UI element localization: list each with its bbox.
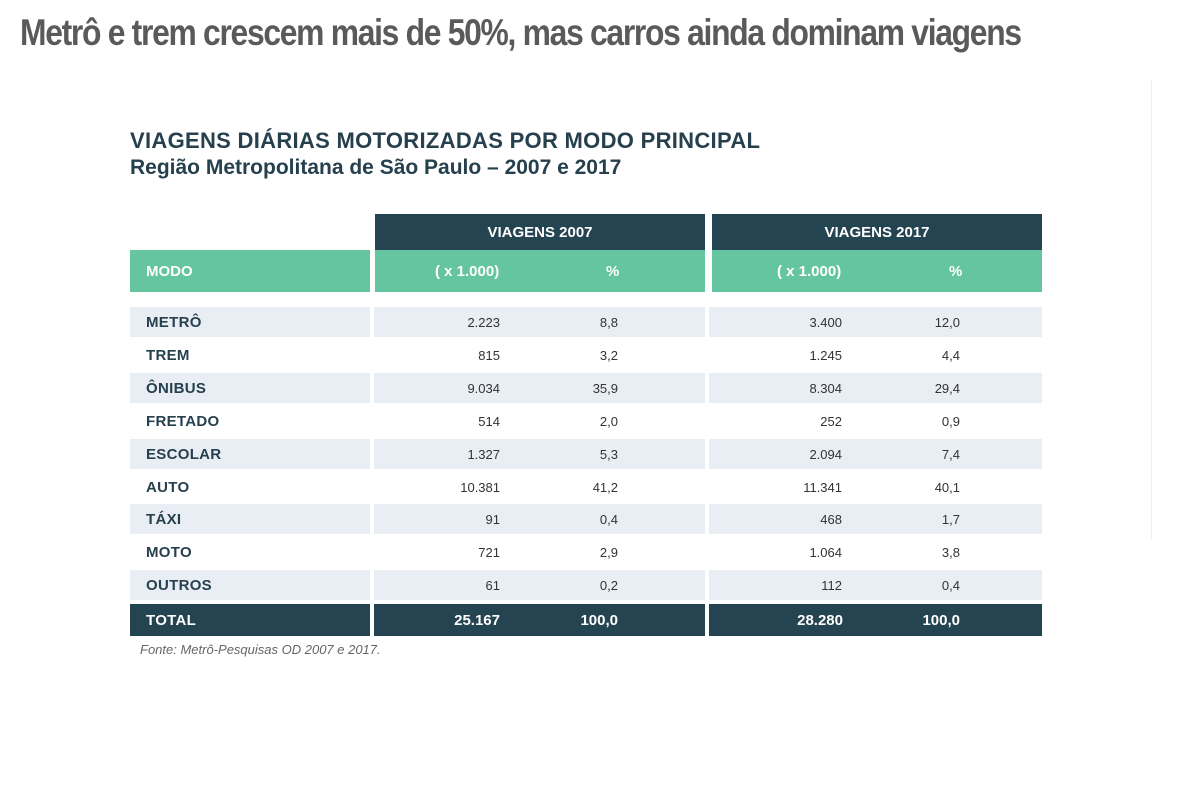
total-row-bg-2007 bbox=[374, 604, 705, 636]
headline: Metrô e trem crescem mais de 50%, mas ca… bbox=[20, 12, 1022, 53]
row-2007-percent: 8,8 bbox=[599, 315, 618, 330]
row-2017-percent: 3,8 bbox=[941, 545, 960, 561]
total-2007-percent: 100,0 bbox=[580, 612, 618, 629]
row-2017-count: 252 bbox=[820, 413, 842, 429]
row-shade bbox=[130, 372, 370, 403]
row-label: MOTO bbox=[146, 544, 192, 562]
row-2007-percent: 3,2 bbox=[599, 347, 618, 363]
column-header-mode: MODO bbox=[130, 250, 370, 292]
row-2017-percent: 4,4 bbox=[941, 347, 960, 363]
row-2017-count: 1.245 bbox=[809, 347, 842, 363]
source-note: Fonte: Metrô-Pesquisas OD 2007 e 2017. bbox=[140, 642, 381, 657]
row-shade bbox=[374, 570, 705, 601]
row-2007-count: 1.327 bbox=[467, 446, 500, 462]
row-shade bbox=[130, 438, 370, 469]
row-label: AUTO bbox=[146, 478, 190, 496]
row-2007-count: 815 bbox=[478, 347, 500, 363]
row-shade bbox=[374, 438, 705, 469]
row-shade bbox=[374, 307, 705, 337]
row-2017-percent: 1,7 bbox=[941, 512, 960, 528]
row-shade bbox=[130, 504, 370, 535]
row-2017-count: 1.064 bbox=[809, 545, 842, 561]
row-label: TÁXI bbox=[146, 511, 182, 529]
row-2017-count: 468 bbox=[820, 512, 842, 528]
row-2017-count: 11.341 bbox=[803, 479, 842, 495]
row-2007-count: 10.381 bbox=[460, 479, 500, 495]
row-2007-percent: 35,9 bbox=[592, 380, 618, 396]
row-label: OUTROS bbox=[146, 577, 212, 595]
row-shade bbox=[709, 307, 1042, 337]
total-row-bg-2017 bbox=[709, 604, 1042, 636]
row-2007-count: 721 bbox=[478, 545, 500, 561]
total-label: TOTAL bbox=[146, 612, 197, 629]
row-2007-count: 9.034 bbox=[467, 380, 500, 396]
row-2017-percent: 0,9 bbox=[941, 413, 960, 429]
total-row-bg-mode bbox=[130, 604, 370, 636]
column-header-count-2017: ( x 1.000) bbox=[777, 262, 842, 280]
row-shade bbox=[130, 570, 370, 601]
group-header-2007: VIAGENS 2007 bbox=[375, 214, 705, 250]
row-shade bbox=[709, 372, 1042, 403]
row-2007-count: 61 bbox=[485, 578, 500, 594]
row-2017-percent: 7,4 bbox=[941, 446, 960, 462]
row-2017-count: 112 bbox=[821, 578, 842, 594]
row-2017-percent: 29,4 bbox=[934, 380, 960, 396]
total-2017-count: 28.280 bbox=[797, 612, 843, 629]
row-2007-count: 514 bbox=[478, 413, 500, 429]
row-label: ESCOLAR bbox=[146, 445, 222, 463]
row-2017-count: 2.094 bbox=[809, 446, 842, 462]
chart-subtitle: Região Metropolitana de São Paulo – 2007… bbox=[130, 156, 622, 179]
total-2007-count: 25.167 bbox=[454, 612, 500, 629]
row-shade bbox=[130, 307, 370, 337]
column-header-count-2007: ( x 1.000) bbox=[435, 262, 500, 280]
row-2017-percent: 40,1 bbox=[934, 479, 960, 495]
row-2017-percent: 12,0 bbox=[934, 315, 960, 330]
row-2007-percent: 0,2 bbox=[599, 578, 618, 594]
row-shade bbox=[709, 570, 1042, 601]
row-shade bbox=[374, 504, 705, 535]
column-header-group-2017: ( x 1.000) % bbox=[712, 250, 1042, 292]
row-label: ÔNIBUS bbox=[146, 379, 207, 397]
column-header-percent-2017: % bbox=[949, 262, 963, 280]
row-label: FRETADO bbox=[146, 412, 220, 430]
row-shade bbox=[374, 372, 705, 403]
divider bbox=[1151, 80, 1152, 540]
column-header-group-2007: ( x 1.000) % bbox=[375, 250, 705, 292]
row-label: METRÔ bbox=[146, 314, 202, 331]
row-2007-count: 91 bbox=[485, 512, 500, 528]
row-2017-count: 8.304 bbox=[809, 380, 842, 396]
row-2007-count: 2.223 bbox=[467, 315, 500, 330]
row-shade bbox=[709, 504, 1042, 535]
row-2017-percent: 0,4 bbox=[941, 578, 960, 594]
row-2007-percent: 0,4 bbox=[599, 512, 618, 528]
row-2007-percent: 2,9 bbox=[599, 545, 618, 561]
column-header-percent-2007: % bbox=[606, 262, 620, 280]
group-header-2017: VIAGENS 2017 bbox=[712, 214, 1042, 250]
chart-title: VIAGENS DIÁRIAS MOTORIZADAS POR MODO PRI… bbox=[130, 128, 761, 153]
row-shade bbox=[709, 438, 1042, 469]
row-label: TREM bbox=[146, 346, 190, 364]
total-2017-percent: 100,0 bbox=[922, 612, 960, 629]
row-2007-percent: 5,3 bbox=[599, 446, 618, 462]
row-2007-percent: 2,0 bbox=[599, 413, 618, 429]
row-2017-count: 3.400 bbox=[809, 315, 842, 330]
row-2007-percent: 41,2 bbox=[592, 479, 618, 495]
